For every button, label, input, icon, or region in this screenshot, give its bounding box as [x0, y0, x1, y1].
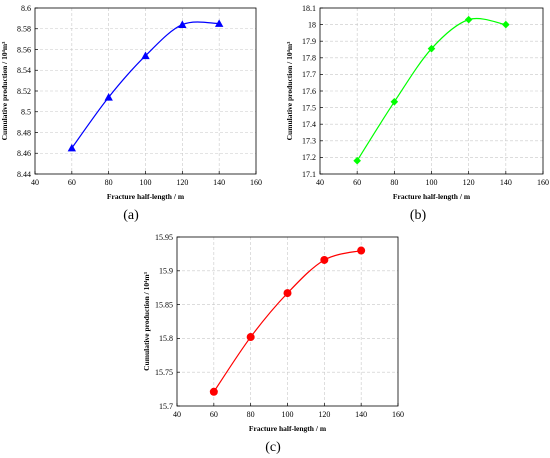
y-tick-label: 15.95: [155, 233, 173, 242]
y-axis-title: Cumulative production / 10⁴m³: [142, 271, 151, 370]
x-axis-title: Fracture half-length / m: [107, 192, 185, 201]
x-tick-label: 80: [247, 410, 255, 419]
data-point-triangle: [67, 143, 77, 152]
y-tick-label: 17.2: [302, 153, 316, 162]
y-tick-label: 8.54: [17, 66, 31, 75]
y-tick-label: 17.5: [302, 103, 316, 112]
x-tick-label: 40: [316, 178, 324, 187]
y-tick-label: 15.9: [159, 267, 173, 276]
series-line: [213, 249, 362, 393]
data-point-diamond: [427, 44, 436, 53]
y-tick-label: 15.7: [159, 402, 173, 411]
data-point-circle: [357, 246, 366, 255]
y-tick-label: 15.85: [155, 300, 173, 309]
x-tick-label: 80: [105, 178, 113, 187]
chart-panel-1: 40 60 80 100 120 140 160 8.44 8.46 8.48 8.5 8.52 8.5…: [0, 4, 262, 223]
x-tick-label: 120: [463, 178, 475, 187]
data-point-circle: [283, 289, 292, 298]
data-point-diamond: [390, 97, 399, 106]
y-tick-label: 8.46: [17, 149, 31, 158]
data-point-triangle: [141, 51, 150, 60]
y-tick-label: 17.8: [302, 54, 316, 63]
y-tick-label: 8.58: [17, 25, 31, 34]
x-axis-title: Fracture half-length / m: [393, 192, 471, 201]
y-tick-label: 17.6: [302, 87, 316, 96]
panel-caption: (b): [410, 208, 427, 223]
x-tick-label: 140: [500, 178, 512, 187]
y-tick-label: 8.48: [17, 128, 31, 137]
y-axis-title: Cumulative production / 10⁴m³: [0, 41, 9, 140]
y-tick-label: 17.7: [302, 70, 316, 79]
data-point-diamond: [464, 15, 473, 24]
data-point-triangle: [178, 20, 187, 28]
y-tick-label: 15.8: [159, 334, 173, 343]
chart-panel-2: 40 60 80 100 120 140 160 17.1 17.2 17.3 17.4 17.5 17…: [285, 4, 549, 223]
x-tick-label: 40: [31, 178, 39, 187]
data-point-circle: [246, 333, 255, 342]
y-tick-label: 17.9: [302, 37, 316, 46]
x-tick-label: 100: [426, 178, 438, 187]
x-tick-label: 120: [176, 178, 188, 187]
y-tick-label: 8.5: [21, 108, 31, 117]
data-point-triangle: [214, 19, 224, 27]
x-tick-label: 40: [173, 410, 181, 419]
y-tick-label: 17.3: [302, 137, 316, 146]
x-tick-label: 160: [392, 410, 404, 419]
x-tick-label: 140: [213, 178, 225, 187]
y-tick-label: 8.44: [17, 170, 31, 179]
y-tick-label: 8.56: [17, 45, 31, 54]
x-tick-label: 60: [210, 410, 218, 419]
x-tick-label: 60: [353, 178, 361, 187]
y-tick-label: 17.4: [302, 120, 316, 129]
y-axis-title: Cumulative production / 10⁴m³: [285, 41, 294, 140]
x-tick-label: 140: [355, 410, 367, 419]
y-tick-label: 8.6: [21, 4, 31, 13]
panel-caption: (c): [265, 440, 281, 455]
x-axis-title: Fracture half-length / m: [249, 424, 327, 433]
panel-caption: (a): [123, 208, 139, 223]
x-tick-label: 120: [318, 410, 330, 419]
y-tick-label: 17.1: [302, 170, 316, 179]
data-point-diamond: [502, 20, 510, 29]
data-point-circle: [320, 255, 329, 264]
data-point-diamond: [353, 156, 361, 165]
y-tick-label: 15.75: [155, 368, 173, 377]
x-tick-label: 100: [140, 178, 152, 187]
chart-panel-3: 40 60 80 100 120 140 160 15.7 15.75 15.8 15.85 15.9…: [142, 233, 404, 455]
x-tick-label: 80: [390, 178, 398, 187]
y-tick-label: 8.52: [17, 87, 31, 96]
x-tick-label: 100: [282, 410, 294, 419]
data-point-circle: [209, 387, 218, 396]
y-tick-label: 18.1: [302, 4, 316, 13]
x-tick-label: 60: [68, 178, 76, 187]
y-tick-label: 18: [308, 20, 316, 29]
x-tick-label: 160: [537, 178, 549, 187]
data-point-triangle: [104, 93, 113, 101]
x-tick-label: 160: [250, 178, 262, 187]
